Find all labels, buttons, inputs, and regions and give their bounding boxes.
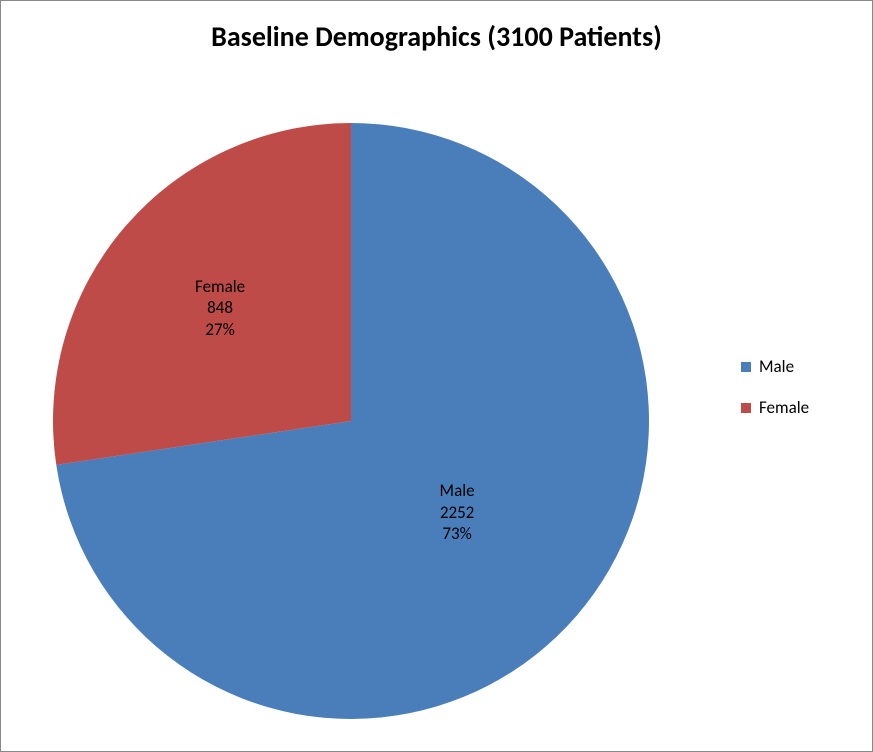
- slice-label-value: 848: [195, 298, 245, 319]
- slice-label-name: Female: [195, 276, 245, 297]
- slice-label-percent: 27%: [195, 319, 245, 340]
- slice-label-name: Male: [440, 481, 475, 502]
- legend-item-female: Female: [741, 397, 809, 418]
- slice-label-percent: 73%: [440, 523, 475, 544]
- pie-svg: [53, 123, 649, 719]
- pie-chart: Male225273% Female84827%: [53, 123, 649, 719]
- legend-label: Female: [759, 397, 809, 418]
- legend-item-male: Male: [741, 356, 809, 377]
- slice-label-female: Female84827%: [195, 276, 245, 340]
- legend-label: Male: [759, 356, 794, 377]
- slice-label-value: 2252: [440, 502, 475, 523]
- legend-swatch: [741, 403, 751, 413]
- chart-title: Baseline Demographics (3100 Patients): [1, 19, 872, 54]
- chart-frame: Baseline Demographics (3100 Patients) Ma…: [0, 0, 873, 752]
- slice-label-male: Male225273%: [440, 481, 475, 545]
- legend: Male Female: [741, 356, 809, 418]
- legend-swatch: [741, 362, 751, 372]
